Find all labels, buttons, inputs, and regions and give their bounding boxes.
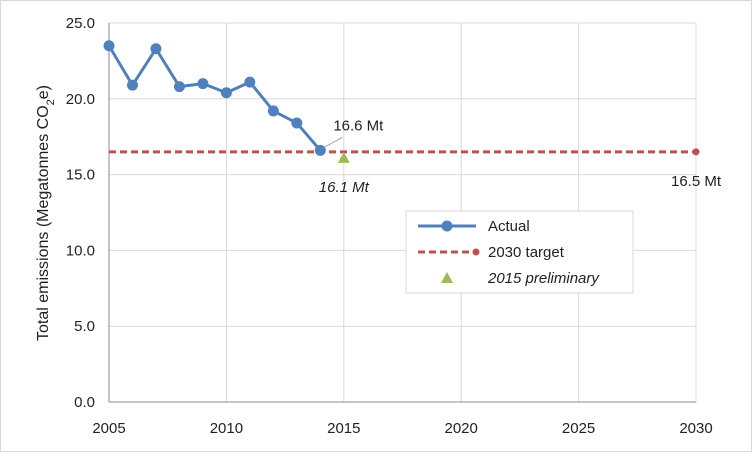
target-endpoint-marker <box>692 148 700 156</box>
y-tick-label: 0.0 <box>74 394 95 411</box>
x-tick-label: 2020 <box>445 420 478 437</box>
legend-preliminary-marker <box>441 272 453 283</box>
actual-point-2005 <box>103 40 115 52</box>
actual-point-2013 <box>291 117 303 129</box>
actual-point-2008 <box>173 81 185 93</box>
annotations: 16.6 Mt 16.1 Mt 16.5 Mt <box>319 117 722 196</box>
actual-point-2014 <box>314 144 326 156</box>
preliminary-annotation: 16.1 Mt <box>319 179 370 196</box>
target-annotation: 16.5 Mt <box>671 173 722 190</box>
y-tick-label: 5.0 <box>74 318 95 335</box>
legend: Actual 2030 target 2015 preliminary <box>405 210 634 294</box>
legend-actual-label: Actual <box>488 218 530 235</box>
actual-point-2011 <box>244 76 256 88</box>
legend-target-marker <box>472 248 480 256</box>
y-axis-label-subscript: 2 <box>45 99 57 105</box>
actual-point-2007 <box>150 43 162 55</box>
x-tick-labels: 2005 2010 2015 2020 2025 2030 <box>92 420 712 437</box>
legend-preliminary-label: 2015 preliminary <box>487 270 600 287</box>
actual-point-2012 <box>267 105 279 117</box>
y-tick-labels: 0.0 5.0 10.0 15.0 20.0 25.0 <box>66 15 95 411</box>
x-tick-label: 2030 <box>679 420 712 437</box>
y-axis-label-main: Total emissions (Megatonnes CO <box>35 105 52 341</box>
x-tick-label: 2025 <box>562 420 595 437</box>
actual-annotation-leader <box>324 136 343 148</box>
legend-actual-marker <box>441 220 453 232</box>
actual-point-2010 <box>220 87 232 99</box>
y-axis-label-end: e) <box>35 85 52 99</box>
x-tick-label: 2010 <box>210 420 243 437</box>
axes <box>108 23 696 403</box>
x-tick-label: 2015 <box>327 420 360 437</box>
actual-point-2009 <box>197 78 209 90</box>
series-layer <box>103 40 700 163</box>
y-tick-label: 20.0 <box>66 91 95 108</box>
legend-target-label: 2030 target <box>488 244 565 261</box>
actual-point-2006 <box>126 79 138 91</box>
y-tick-label: 15.0 <box>66 167 95 184</box>
preliminary-point-2015 <box>337 151 350 163</box>
y-tick-label: 10.0 <box>66 242 95 259</box>
actual-series-line <box>107 44 322 152</box>
x-tick-label: 2005 <box>92 420 125 437</box>
y-tick-label: 25.0 <box>66 15 95 32</box>
y-axis-label: Total emissions (Megatonnes CO2e) <box>35 85 57 341</box>
actual-last-annotation: 16.6 Mt <box>333 117 384 134</box>
